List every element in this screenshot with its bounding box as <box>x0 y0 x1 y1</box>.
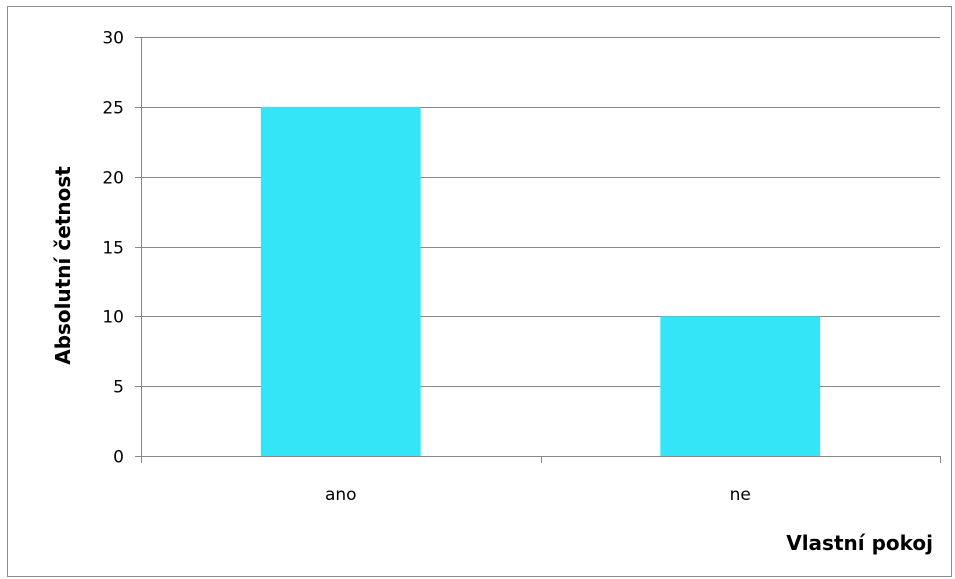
y-tick-label-10: 10 <box>102 308 124 328</box>
axes <box>135 37 941 463</box>
bars <box>260 106 821 456</box>
y-tick-label-0: 0 <box>113 448 124 468</box>
y-axis-title: Absolutní četnost <box>51 166 75 365</box>
y-tick-label-25: 25 <box>102 99 124 119</box>
y-tick-label-5: 5 <box>113 378 124 398</box>
y-tick-label-15: 15 <box>102 239 124 259</box>
x-tick-label-ano: ano <box>325 485 357 505</box>
tick-labels: 0 5 10 15 20 25 30 ano ne <box>102 29 751 506</box>
bar-ano <box>260 106 421 456</box>
x-axis-title: Vlastní pokoj <box>786 531 933 555</box>
bar-chart: 0 5 10 15 20 25 30 ano ne Absolutní četnost Vlas… <box>51 29 941 555</box>
y-tick-label-20: 20 <box>102 169 124 189</box>
bar-ne <box>660 316 821 456</box>
x-tick-label-ne: ne <box>730 485 751 505</box>
y-tick-label-30: 30 <box>102 29 124 49</box>
chart-frame: 0 5 10 15 20 25 30 ano ne Absolutní četnost Vlas… <box>7 6 952 577</box>
